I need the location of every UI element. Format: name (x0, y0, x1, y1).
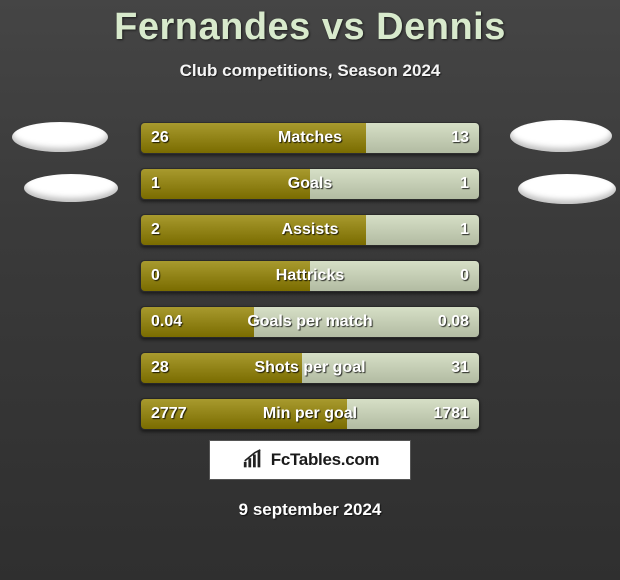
stat-value-right: 1 (460, 175, 469, 193)
page-subtitle: Club competitions, Season 2024 (0, 61, 620, 81)
stat-value-right: 13 (451, 129, 469, 147)
stat-label: Goals per match (247, 313, 372, 331)
stat-row: 26 13 Matches (140, 122, 480, 154)
stat-value-left: 0 (151, 267, 160, 285)
decorative-ellipse (12, 122, 108, 152)
stat-label: Min per goal (263, 405, 357, 423)
decorative-ellipse (24, 174, 118, 202)
stat-label: Goals (288, 175, 332, 193)
stat-value-right: 0 (460, 267, 469, 285)
stat-row: 2 1 Assists (140, 214, 480, 246)
stat-value-right: 0.08 (438, 313, 469, 331)
stat-bar-right (310, 169, 479, 199)
stat-row: 2777 1781 Min per goal (140, 398, 480, 430)
stat-value-right: 31 (451, 359, 469, 377)
page-title: Fernandes vs Dennis (0, 0, 620, 49)
stat-label: Shots per goal (254, 359, 365, 377)
stat-value-right: 1 (460, 221, 469, 239)
comparison-bars: 26 13 Matches 1 1 Goals 2 1 Assists 0 0 Hattricks 0.… (140, 122, 480, 444)
decorative-ellipse (510, 120, 612, 152)
stat-value-left: 1 (151, 175, 160, 193)
branding-text: FcTables.com (271, 450, 380, 470)
stat-bar-left (141, 169, 310, 199)
stat-label: Matches (278, 129, 342, 147)
stat-row: 28 31 Shots per goal (140, 352, 480, 384)
branding-badge: FcTables.com (209, 440, 411, 480)
stat-value-left: 28 (151, 359, 169, 377)
stat-value-left: 2777 (151, 405, 187, 423)
date-text: 9 september 2024 (239, 500, 382, 520)
stat-label: Hattricks (276, 267, 344, 285)
stat-value-right: 1781 (433, 405, 469, 423)
decorative-ellipse (518, 174, 616, 204)
stat-row: 1 1 Goals (140, 168, 480, 200)
stat-value-left: 26 (151, 129, 169, 147)
fctables-logo-icon (241, 448, 265, 472)
stat-row: 0 0 Hattricks (140, 260, 480, 292)
stat-label: Assists (282, 221, 339, 239)
stat-row: 0.04 0.08 Goals per match (140, 306, 480, 338)
comparison-stage: Fernandes vs Dennis Club competitions, S… (0, 0, 620, 580)
stat-value-left: 2 (151, 221, 160, 239)
stat-value-left: 0.04 (151, 313, 182, 331)
